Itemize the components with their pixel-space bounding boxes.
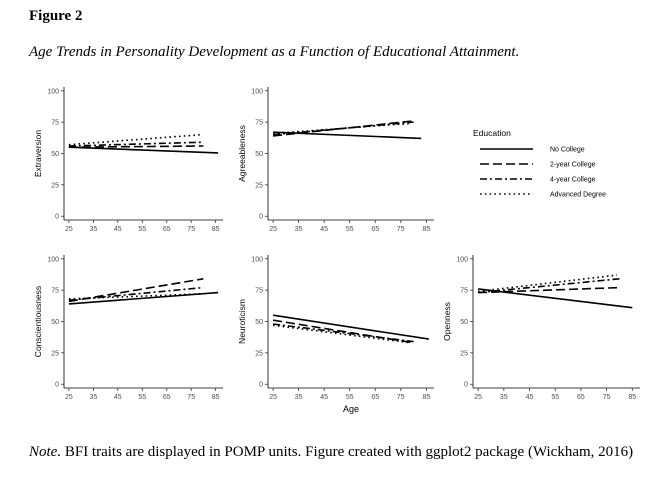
x-tick-label: 55 — [138, 394, 146, 401]
y-axis-label: Neuroticism — [237, 299, 247, 344]
x-tick-label: 35 — [500, 394, 508, 401]
x-tick-label: 85 — [422, 226, 430, 233]
legend-title: Education — [473, 128, 511, 138]
x-tick-label: 55 — [346, 226, 354, 233]
note-lead: Note. — [29, 444, 62, 460]
y-tick-label: 0 — [464, 382, 468, 389]
x-tick-label: 75 — [187, 226, 195, 233]
y-tick-label: 50 — [255, 151, 263, 158]
x-tick-label: 85 — [628, 394, 636, 401]
x-tick-label: 65 — [371, 394, 379, 401]
y-tick-label: 0 — [259, 214, 263, 221]
series-line-advanced-degree — [478, 274, 617, 293]
x-tick-label: 75 — [603, 394, 611, 401]
x-axis-label: Age — [343, 404, 359, 414]
series-line-4-year-college — [273, 121, 414, 136]
x-tick-label: 45 — [320, 226, 328, 233]
y-tick-label: 0 — [55, 382, 59, 389]
y-tick-label: 50 — [460, 319, 468, 326]
x-tick-label: 45 — [114, 394, 122, 401]
series-line-no-college — [68, 146, 219, 154]
note-text: BFI traits are displayed in POMP units. … — [61, 444, 634, 460]
x-tick-label: 45 — [114, 226, 122, 233]
y-tick-label: 75 — [255, 120, 263, 127]
panel-openness: 0 25 50 75 100 25 35 45 55 65 75 85 Openness — [442, 255, 640, 401]
x-tick-label: 75 — [397, 394, 405, 401]
x-tick-label: 65 — [577, 394, 585, 401]
y-tick-label: 100 — [47, 88, 59, 95]
y-tick-label: 75 — [51, 120, 59, 127]
series-line-no-college — [478, 288, 633, 309]
series-line-2-year-college — [272, 319, 414, 344]
legend-label: 4-year College — [550, 177, 596, 184]
y-tick-label: 75 — [460, 288, 468, 295]
y-tick-label: 100 — [47, 256, 59, 263]
x-tick-label: 65 — [371, 226, 379, 233]
y-axis-label: Conscientiousness — [33, 286, 43, 357]
x-tick-label: 35 — [89, 226, 97, 233]
y-axis-label: Openness — [442, 302, 452, 341]
y-axis-label: Extraversion — [33, 130, 43, 178]
series-line-no-college — [68, 291, 219, 305]
legend: Education No College 2-year College 4-year … — [473, 128, 606, 199]
y-tick-label: 0 — [259, 382, 263, 389]
x-tick-label: 85 — [212, 394, 220, 401]
x-tick-label: 25 — [65, 394, 73, 401]
x-tick-label: 55 — [551, 394, 559, 401]
legend-label: Advanced Degree — [550, 192, 606, 199]
panel-conscientiousness: 0 25 50 75 100 25 35 45 55 65 75 85 Conscientiousnes… — [33, 255, 223, 401]
y-tick-label: 25 — [255, 182, 263, 189]
y-tick-label: 75 — [255, 288, 263, 295]
x-tick-label: 25 — [474, 394, 482, 401]
y-tick-label: 0 — [55, 214, 59, 221]
x-tick-label: 45 — [526, 394, 534, 401]
series-line-2-year-college — [68, 278, 204, 303]
series-line-advanced-degree — [272, 324, 412, 344]
series-line-no-college — [272, 314, 430, 340]
series-line-4-year-college — [478, 278, 620, 294]
y-tick-label: 50 — [51, 319, 59, 326]
series-line-advanced-degree — [273, 122, 412, 135]
y-tick-label: 25 — [51, 182, 59, 189]
x-tick-label: 45 — [320, 394, 328, 401]
series-line-no-college — [273, 131, 422, 140]
x-tick-label: 85 — [422, 394, 430, 401]
x-tick-label: 25 — [65, 226, 73, 233]
y-tick-label: 50 — [255, 319, 263, 326]
y-tick-label: 25 — [255, 350, 263, 357]
x-tick-label: 35 — [295, 394, 303, 401]
figure-label: Figure 2 — [29, 8, 83, 24]
panel-neuroticism: 0 25 50 75 100 25 35 45 55 65 75 85 Neuroticism Age — [237, 255, 434, 414]
x-tick-label: 65 — [163, 226, 171, 233]
x-tick-label: 75 — [397, 226, 405, 233]
x-tick-label: 25 — [269, 226, 277, 233]
x-tick-label: 65 — [163, 394, 171, 401]
y-tick-label: 100 — [251, 88, 263, 95]
figure-note: Note. BFI traits are displayed in POMP u… — [29, 434, 639, 470]
x-tick-label: 35 — [295, 226, 303, 233]
y-tick-label: 100 — [456, 256, 468, 263]
y-tick-label: 100 — [251, 256, 263, 263]
figure-title: Age Trends in Personality Development as… — [29, 44, 520, 60]
series-line-advanced-degree — [68, 133, 202, 146]
y-tick-label: 25 — [51, 350, 59, 357]
y-tick-label: 25 — [460, 350, 468, 357]
legend-label: No College — [550, 147, 585, 154]
y-tick-label: 75 — [51, 288, 59, 295]
faceted-line-chart: 0 25 50 75 100 25 35 45 55 65 75 85 Extraversion 0 25 5… — [33, 87, 640, 414]
x-tick-label: 75 — [187, 394, 195, 401]
panel-extraversion: 0 25 50 75 100 25 35 45 55 65 75 85 Extraversion — [33, 87, 223, 233]
x-tick-label: 85 — [212, 226, 220, 233]
panel-agreeableness: 0 25 50 75 100 25 35 45 55 65 75 85 Agreeableness — [237, 87, 434, 233]
y-axis-label: Agreeableness — [237, 125, 247, 182]
series-line-2-year-college — [68, 145, 204, 148]
y-tick-label: 50 — [51, 151, 59, 158]
x-tick-label: 55 — [138, 226, 146, 233]
series-line-4-year-college — [273, 323, 414, 343]
legend-label: 2-year College — [550, 162, 596, 169]
series-line-2-year-college — [478, 286, 620, 294]
x-tick-label: 55 — [346, 394, 354, 401]
x-tick-label: 35 — [89, 394, 97, 401]
x-tick-label: 25 — [269, 394, 277, 401]
